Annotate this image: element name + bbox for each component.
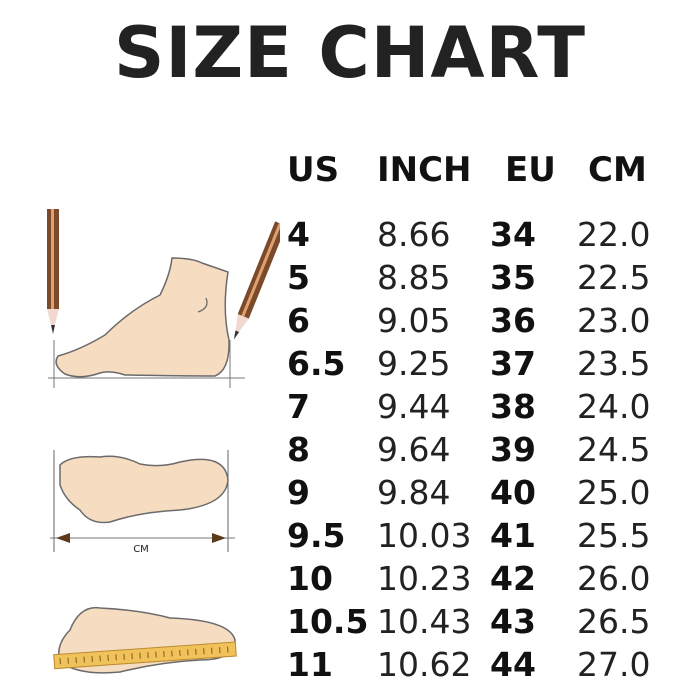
cell-eu: 41 (490, 516, 536, 555)
cell-us: 6 (287, 301, 310, 340)
cell-cm: 25.0 (577, 473, 651, 512)
table-row: 10 10.23 42 26.0 (0, 557, 700, 600)
cell-inch: 9.84 (377, 473, 451, 512)
cell-cm: 23.5 (577, 344, 651, 383)
cell-cm: 22.0 (577, 215, 651, 254)
cell-inch: 9.64 (377, 430, 451, 469)
cell-cm: 24.5 (577, 430, 651, 469)
table-row: 10.5 10.43 43 26.5 (0, 600, 700, 643)
header-eu: EU (505, 150, 556, 190)
cell-cm: 24.0 (577, 387, 651, 426)
cell-us: 9 (287, 473, 310, 512)
cell-cm: 25.5 (577, 516, 651, 555)
cell-cm: 22.5 (577, 258, 651, 297)
cm-label: CM (133, 544, 149, 555)
cell-us: 8 (287, 430, 310, 469)
cell-inch: 10.62 (377, 645, 472, 684)
cell-inch: 9.44 (377, 387, 451, 426)
cell-us: 6.5 (287, 344, 346, 383)
cell-eu: 44 (490, 645, 536, 684)
cell-eu: 37 (490, 344, 536, 383)
header-us: US (287, 150, 340, 190)
table-row: 4 8.66 34 22.0 (0, 213, 700, 256)
cell-inch: 9.05 (377, 301, 451, 340)
table-row: 9.5 10.03 41 25.5 (0, 514, 700, 557)
foot-side-icon (47, 209, 280, 388)
header-inch: INCH (377, 150, 472, 190)
page-title: SIZE CHART (113, 12, 587, 94)
cell-eu: 39 (490, 430, 536, 469)
cell-us: 10 (287, 559, 333, 598)
header-cm: CM (588, 150, 647, 190)
cell-us: 7 (287, 387, 310, 426)
table-row: 11 10.62 44 27.0 (0, 643, 700, 686)
cell-cm: 26.0 (577, 559, 651, 598)
cell-eu: 38 (490, 387, 536, 426)
foot-outline-icon: CM (50, 450, 235, 555)
cell-eu: 34 (490, 215, 536, 254)
cell-eu: 35 (490, 258, 536, 297)
cell-inch: 10.03 (377, 516, 472, 555)
cell-us: 11 (287, 645, 333, 684)
cell-eu: 40 (490, 473, 536, 512)
cell-inch: 8.66 (377, 215, 451, 254)
cell-cm: 26.5 (577, 602, 651, 641)
cell-us: 9.5 (287, 516, 346, 555)
cell-inch: 10.23 (377, 559, 472, 598)
table-row: 8 9.64 39 24.5 (0, 428, 700, 471)
cell-us: 5 (287, 258, 310, 297)
cell-cm: 23.0 (577, 301, 651, 340)
pencil-icon (233, 221, 280, 340)
cell-cm: 27.0 (577, 645, 651, 684)
cell-inch: 8.85 (377, 258, 451, 297)
table-row: 9 9.84 40 25.0 (0, 471, 700, 514)
table-row: 5 8.85 35 22.5 (0, 256, 700, 299)
cell-us: 4 (287, 215, 310, 254)
ruler-icon (53, 606, 237, 674)
cell-inch: 10.43 (377, 602, 472, 641)
table-row: 6 9.05 36 23.0 (0, 299, 700, 342)
pencil-icon (47, 209, 59, 334)
cell-us: 10.5 (287, 602, 369, 641)
cell-eu: 36 (490, 301, 536, 340)
cell-inch: 9.25 (377, 344, 451, 383)
table-row: 6.5 9.25 37 23.5 (0, 342, 700, 385)
cell-eu: 42 (490, 559, 536, 598)
table-row: 7 9.44 38 24.0 (0, 385, 700, 428)
cell-eu: 43 (490, 602, 536, 641)
